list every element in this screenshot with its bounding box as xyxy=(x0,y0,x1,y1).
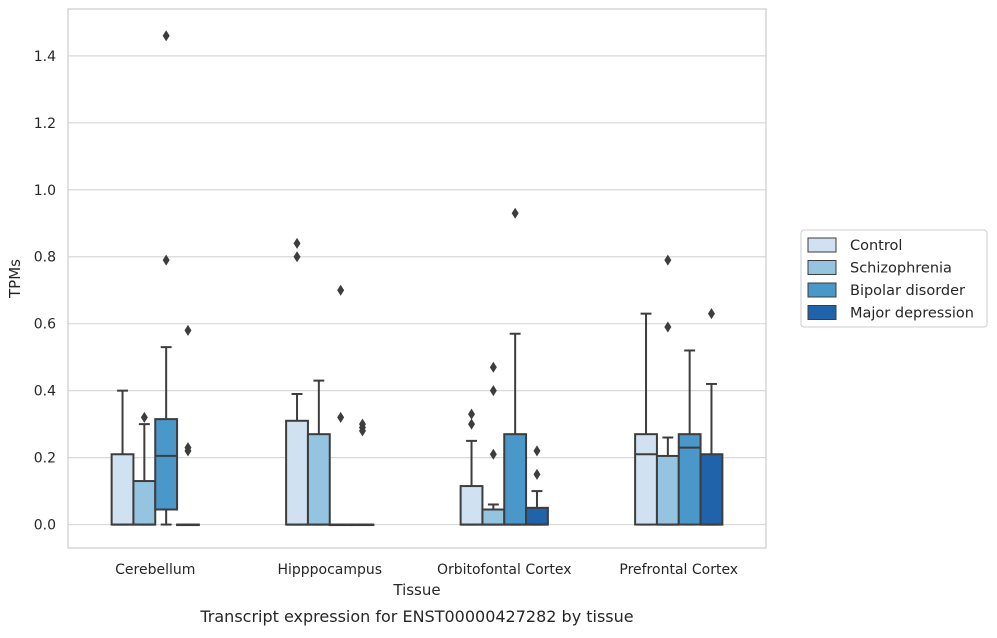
outlier-point xyxy=(664,321,672,333)
legend-label: Schizophrenia xyxy=(850,261,952,277)
outlier-point xyxy=(489,385,497,397)
y-tick-label: 1.2 xyxy=(34,116,56,132)
outlier-point xyxy=(162,30,170,42)
legend-label: Major depression xyxy=(850,306,974,322)
legend-label: Control xyxy=(850,238,902,254)
box-2-2 xyxy=(503,207,528,526)
x-axis-label: Tissue xyxy=(392,581,440,599)
box-iqr xyxy=(655,454,680,526)
x-tick-label: Hipppocampus xyxy=(277,562,382,578)
chart-caption: Transcript expression for ENST0000042728… xyxy=(199,607,633,626)
outlier-point xyxy=(468,418,476,430)
outlier-point xyxy=(337,411,345,423)
outlier-point xyxy=(337,284,345,296)
box-3-3 xyxy=(699,308,724,526)
outlier-point xyxy=(468,408,476,420)
box-1-1 xyxy=(306,379,331,526)
box-1-2 xyxy=(328,284,353,527)
box-3-2 xyxy=(677,349,702,526)
box-0-1 xyxy=(132,411,157,526)
box-2-3 xyxy=(525,445,549,526)
y-tick-label: 1.4 xyxy=(34,49,56,65)
box-3-0 xyxy=(634,312,658,526)
box-iqr xyxy=(306,433,331,526)
box-iqr xyxy=(459,485,484,526)
legend-swatch xyxy=(807,305,837,320)
box-iqr xyxy=(285,419,309,526)
box-iqr xyxy=(525,506,549,526)
outlier-point xyxy=(358,418,366,430)
outlier-point xyxy=(140,411,148,423)
x-tick-label: Cerebellum xyxy=(115,562,195,578)
y-tick-label: 0.6 xyxy=(34,317,56,333)
y-tick-label: 0.0 xyxy=(34,518,56,534)
box-iqr xyxy=(503,433,528,526)
legend-frame xyxy=(800,229,988,328)
outlier-point xyxy=(489,448,497,460)
box-1-0 xyxy=(285,237,309,526)
box-3-1 xyxy=(655,254,680,526)
x-tick-label: Prefrontal Cortex xyxy=(619,562,738,578)
legend-swatch xyxy=(807,282,837,298)
outlier-point xyxy=(293,237,301,249)
outlier-point xyxy=(184,442,192,454)
box-0-2 xyxy=(154,30,179,526)
outlier-point xyxy=(489,361,497,373)
outlier-point xyxy=(511,207,519,219)
outlier-point xyxy=(707,308,715,320)
y-tick-label: 0.2 xyxy=(34,451,56,467)
box-iqr xyxy=(699,453,724,526)
legend-swatch xyxy=(807,237,837,253)
box-plot-series xyxy=(110,30,724,527)
box-2-0 xyxy=(459,408,484,526)
outlier-point xyxy=(184,324,192,336)
box-0-3 xyxy=(176,324,200,527)
gridlines xyxy=(68,55,766,526)
outlier-point xyxy=(664,254,672,266)
box-0-0 xyxy=(110,389,135,526)
box-iqr xyxy=(154,418,179,511)
legend-swatch xyxy=(807,260,837,275)
y-tick-label: 0.4 xyxy=(34,384,56,400)
box-iqr xyxy=(132,480,157,526)
y-tick-label: 1.0 xyxy=(34,183,56,199)
x-axis-ticks: Cerebellum Hipppocampus Orbitofontal Corte… xyxy=(115,562,738,578)
box-iqr xyxy=(481,508,506,526)
box-iqr xyxy=(634,433,658,526)
y-tick-label: 0.8 xyxy=(34,250,56,266)
plot-frame xyxy=(67,8,767,549)
outlier-point xyxy=(162,254,170,266)
box-iqr xyxy=(110,453,135,526)
box-1-3 xyxy=(350,418,375,527)
y-axis-label: TPMs xyxy=(6,259,24,299)
outlier-point xyxy=(533,468,541,480)
x-tick-label: Orbitofontal Cortex xyxy=(437,562,572,578)
outlier-point xyxy=(293,251,301,263)
outlier-point xyxy=(533,445,541,457)
y-axis-ticks: 0.0 0.2 0.4 0.6 0.8 1.0 1.2 1.4 xyxy=(34,49,56,534)
legend-label: Bipolar disorder xyxy=(850,283,965,299)
box-2-1 xyxy=(481,361,506,526)
legend: Control Schizophrenia Bipolar disorder Majo… xyxy=(800,229,988,328)
